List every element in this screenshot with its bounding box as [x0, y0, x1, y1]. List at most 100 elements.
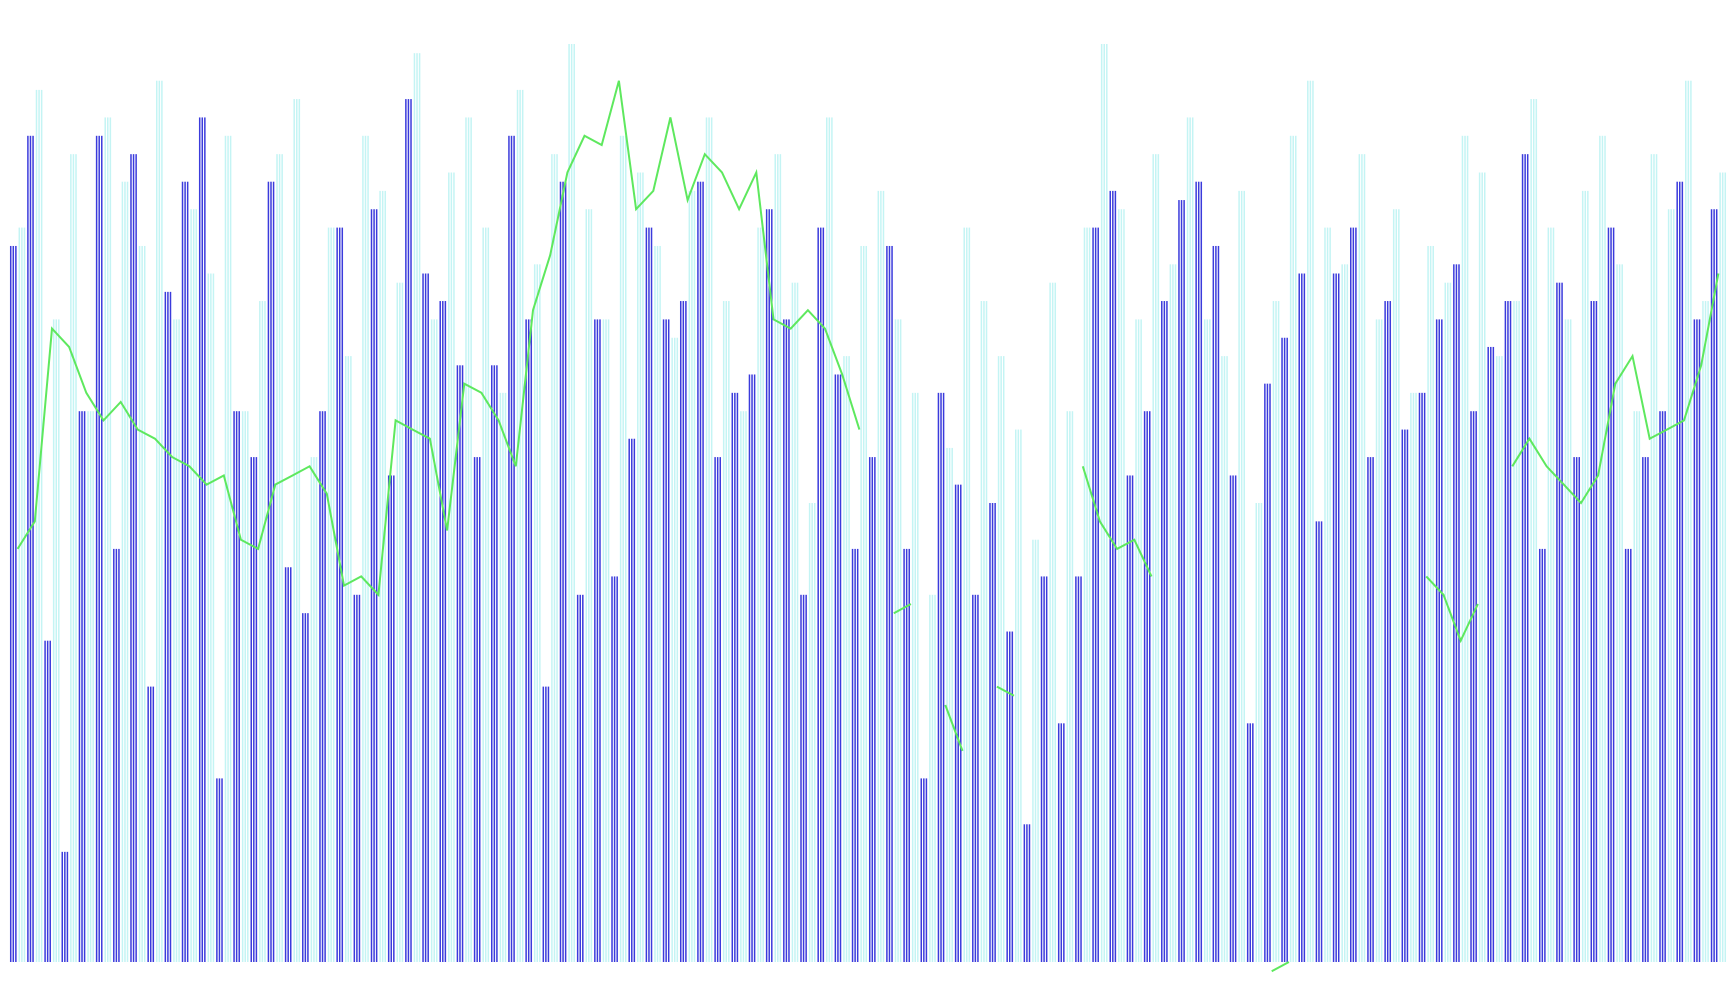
bar	[470, 117, 472, 962]
bar	[573, 44, 575, 962]
bar	[951, 447, 953, 962]
bar	[785, 319, 788, 962]
bar	[135, 154, 137, 962]
bar	[1238, 190, 1240, 962]
bar	[433, 319, 435, 962]
bar	[259, 301, 261, 962]
bar	[1418, 392, 1421, 963]
bar	[633, 438, 636, 962]
bar	[362, 135, 364, 963]
bar	[1252, 723, 1254, 962]
bar	[448, 172, 450, 962]
bar	[1026, 824, 1028, 962]
bar	[510, 135, 513, 963]
bar	[1346, 264, 1349, 962]
bar	[1315, 521, 1318, 962]
bar	[757, 227, 759, 963]
bar	[725, 301, 728, 962]
bar	[278, 154, 281, 962]
bar	[198, 117, 201, 962]
bar	[513, 135, 515, 963]
bar	[341, 227, 344, 963]
bar	[1378, 319, 1380, 962]
bar	[32, 135, 34, 963]
bar	[642, 172, 644, 962]
bar	[1515, 301, 1518, 962]
bar	[596, 319, 599, 962]
bar	[1633, 411, 1635, 962]
bar	[439, 301, 441, 962]
bar	[1103, 44, 1105, 962]
bar	[676, 337, 679, 962]
bar	[508, 135, 510, 963]
bar	[671, 337, 673, 962]
bar	[1126, 475, 1129, 962]
bar	[1120, 209, 1123, 963]
bar	[1455, 264, 1458, 962]
bar	[1438, 319, 1440, 962]
bar	[1427, 245, 1429, 962]
bar	[241, 411, 244, 962]
bar	[1604, 135, 1606, 963]
bar	[444, 301, 447, 962]
bar	[891, 245, 893, 962]
bar	[1461, 135, 1464, 963]
bar	[911, 392, 914, 963]
bar	[456, 365, 459, 962]
bar	[1350, 227, 1352, 963]
bar	[327, 227, 330, 963]
bar	[1526, 154, 1529, 962]
bar	[1544, 548, 1546, 962]
bar	[1558, 282, 1561, 962]
bar	[568, 44, 570, 962]
bar	[1054, 282, 1057, 962]
bar	[319, 411, 321, 962]
bar	[1292, 135, 1294, 963]
bar	[817, 227, 819, 963]
bar	[1092, 227, 1094, 963]
bar	[710, 117, 713, 962]
bar	[977, 594, 979, 962]
bar	[1157, 154, 1160, 962]
bar	[1326, 227, 1329, 963]
bar	[1423, 392, 1426, 963]
bar	[204, 117, 206, 962]
bar	[1011, 631, 1014, 962]
bar	[579, 594, 581, 962]
bar	[582, 594, 584, 962]
bar	[1301, 273, 1303, 962]
bar	[1687, 80, 1690, 963]
bar	[874, 457, 876, 962]
bar	[1243, 190, 1245, 962]
bar	[813, 503, 816, 962]
bar	[450, 172, 453, 962]
bar	[1146, 411, 1148, 962]
bar	[856, 548, 859, 962]
bar	[831, 117, 833, 962]
bar	[1212, 245, 1215, 962]
bar	[338, 227, 341, 963]
bar	[1724, 172, 1727, 962]
bar	[476, 457, 478, 962]
bar	[1240, 190, 1243, 962]
bar	[728, 301, 730, 962]
bar	[1246, 723, 1249, 962]
bar	[1272, 301, 1275, 962]
bar	[937, 392, 940, 963]
bar	[639, 172, 642, 962]
bar	[40, 89, 43, 962]
bar	[1690, 80, 1692, 963]
bar	[1071, 411, 1074, 962]
bar	[1386, 301, 1389, 962]
bar	[461, 365, 464, 962]
bar	[98, 135, 100, 963]
bar	[344, 356, 347, 962]
bar	[1000, 356, 1002, 962]
bar	[1475, 411, 1477, 962]
bar	[467, 117, 470, 962]
bar	[216, 778, 218, 962]
bar	[1174, 264, 1177, 962]
bar	[1295, 135, 1297, 963]
bar	[465, 117, 467, 962]
bar	[1320, 521, 1323, 962]
